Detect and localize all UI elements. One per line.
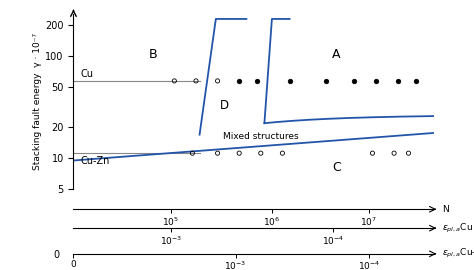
Point [369, 151, 376, 155]
Text: C: C [332, 161, 341, 174]
Point [236, 151, 243, 155]
Point [286, 79, 293, 83]
Point [279, 151, 286, 155]
Point [254, 79, 261, 83]
Point [390, 151, 398, 155]
Text: B: B [148, 48, 157, 61]
Point [322, 79, 329, 83]
Point [192, 79, 200, 83]
Text: D: D [220, 99, 229, 112]
Point [405, 151, 412, 155]
Point [214, 151, 221, 155]
Text: $\varepsilon_{pl,a}$Cu- Zn: $\varepsilon_{pl,a}$Cu- Zn [442, 247, 474, 260]
Text: Cu-Zn: Cu-Zn [81, 156, 110, 166]
Point [189, 151, 196, 155]
Point [412, 79, 419, 83]
Text: Mixed structures: Mixed structures [223, 132, 299, 141]
Point [257, 151, 264, 155]
Point [171, 79, 178, 83]
Text: $\varepsilon_{pl,a}$Cu: $\varepsilon_{pl,a}$Cu [442, 222, 473, 235]
Text: Cu: Cu [81, 69, 94, 79]
Text: 0: 0 [54, 250, 60, 260]
Point [214, 79, 221, 83]
Point [351, 79, 358, 83]
Point [394, 79, 401, 83]
Point [372, 79, 380, 83]
Y-axis label: Stacking fault energy  γ · 10⁻⁷: Stacking fault energy γ · 10⁻⁷ [34, 33, 43, 170]
Point [236, 79, 243, 83]
Text: A: A [332, 48, 341, 61]
Text: N: N [442, 205, 448, 214]
